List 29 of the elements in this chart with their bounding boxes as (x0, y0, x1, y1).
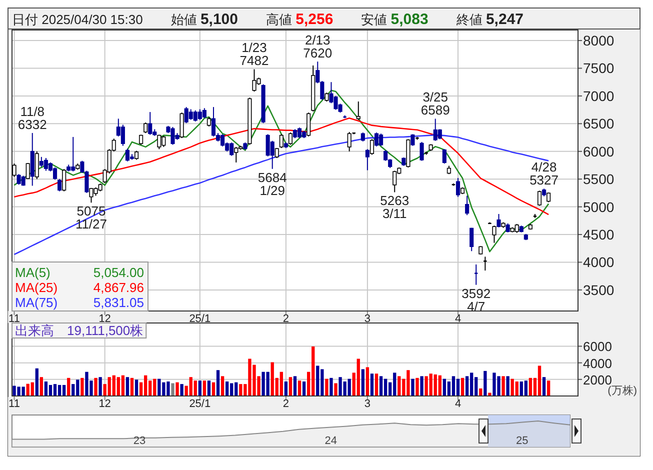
x-tick-label: 2 (282, 398, 290, 410)
x-tick-label: 25 (516, 435, 528, 447)
x-tick-label: 11 (8, 313, 20, 325)
x-tick-label: 3 (364, 398, 371, 410)
y-tick-label: 8000 (583, 32, 614, 49)
y-tick-label: 6000 (583, 143, 614, 160)
y-tick-label: 4000 (583, 254, 614, 270)
y-tick-label: 5500 (583, 171, 614, 188)
y-tick-label: 3500 (583, 282, 614, 298)
y-tick-label: 6000 (583, 339, 612, 354)
y-tick-label: 7500 (583, 60, 614, 76)
y-tick-label: 4000 (583, 356, 612, 371)
x-tick-label: 11 (8, 398, 20, 410)
legend: MA(5) 5,054.00 MA(25) 4,867.96 MA(75) 5,831.05 (12, 262, 148, 312)
x-tick-label: 12 (98, 313, 111, 325)
y-tick-label: 7000 (583, 88, 614, 104)
x-tick-label: 3 (364, 313, 371, 325)
x-tick-label: 24 (324, 435, 337, 447)
y-tick-label: 6500 (583, 116, 614, 132)
x-tick-label: 4 (454, 313, 462, 325)
y-tick-label: 5000 (583, 198, 614, 215)
x-tick-label: 4 (454, 398, 462, 410)
x-tick-label: 25/1 (189, 313, 211, 325)
x-tick-label: 2 (282, 313, 290, 325)
x-tick-label: 23 (133, 435, 146, 447)
title: 出来高 19,111,500株 (12, 322, 147, 338)
y-tick-label: 4500 (583, 226, 614, 243)
x-tick-label: 12 (98, 398, 111, 410)
x-tick-label: 25/1 (189, 398, 211, 410)
